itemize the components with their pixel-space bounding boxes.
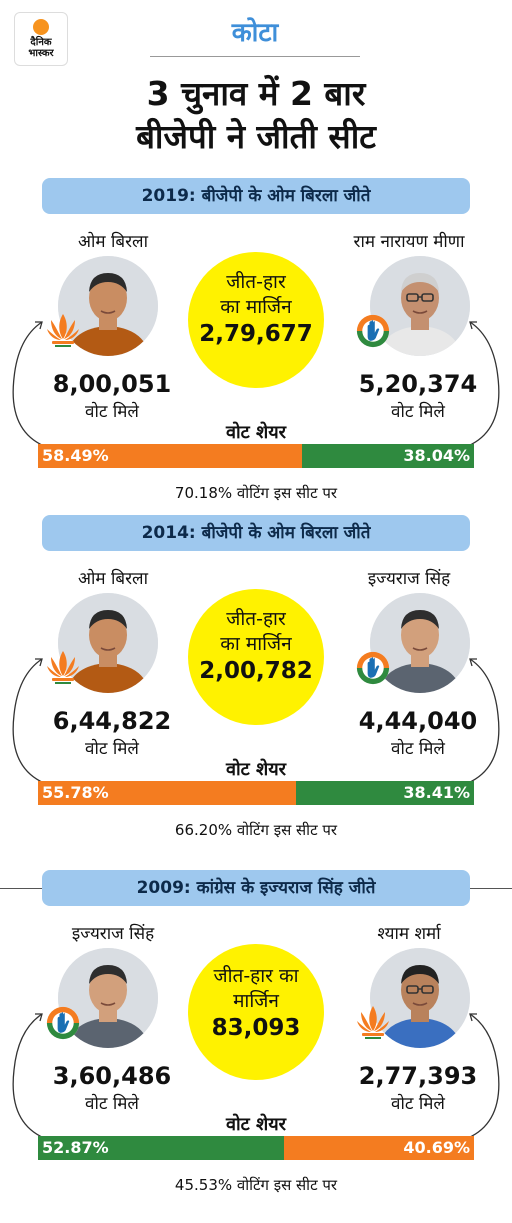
left-arc-arrow-icon [8, 318, 48, 448]
right-share-segment: 38.41% [296, 781, 474, 805]
hand-icon [356, 649, 390, 687]
right-candidate-name: श्याम शर्मा [377, 924, 441, 944]
right-arc-arrow-icon [464, 318, 504, 448]
vote-share-title: वोट शेयर [225, 759, 287, 780]
year-banner: 2014: बीजेपी के ओम बिरला जीते [42, 515, 470, 551]
right-candidate-name: राम नारायण मीणा [353, 232, 465, 252]
margin-label-line2: मार्जिन [233, 990, 279, 1012]
city-underline [150, 56, 360, 57]
margin-value: 83,093 [211, 1015, 301, 1041]
lotus-icon [356, 1004, 390, 1042]
hand-icon [356, 312, 390, 350]
right-votes: 5,20,374 [358, 370, 478, 398]
right-arc-arrow-icon [464, 1010, 504, 1140]
left-votes: 3,60,486 [52, 1062, 172, 1090]
left-arc-arrow-icon [8, 655, 48, 785]
right-votes-label: वोट मिले [391, 402, 445, 422]
lotus-icon [46, 649, 80, 687]
margin-value: 2,00,782 [199, 658, 313, 684]
margin-label-line2: का मार्जिन [220, 633, 292, 655]
left-share-segment: 58.49% [38, 444, 303, 468]
right-candidate-photo [370, 948, 470, 1048]
right-arc-arrow-icon [464, 655, 504, 785]
right-votes: 4,44,040 [358, 707, 478, 735]
city-title-wrap: कोटा [150, 18, 360, 48]
left-share-segment: 55.78% [38, 781, 297, 805]
left-votes: 6,44,822 [52, 707, 172, 735]
margin-label-line1: जीत-हार का [213, 965, 299, 987]
left-arc-arrow-icon [8, 1010, 48, 1140]
margin-circle: जीत-हार का मार्जिन 83,093 [188, 944, 324, 1080]
lotus-icon [46, 312, 80, 350]
turnout-text: 70.18% वोटिंग इस सीट पर [174, 484, 338, 502]
right-share-segment: 40.69% [284, 1136, 474, 1160]
vote-share-title: वोट शेयर [225, 422, 287, 443]
left-share-segment: 52.87% [38, 1136, 285, 1160]
right-candidate-name: इज्यराज सिंह [367, 569, 451, 589]
margin-label-line2: का मार्जिन [220, 296, 292, 318]
headline-line2: बीजेपी ने जीती सीट [136, 117, 376, 156]
margin-circle: जीत-हार का मार्जिन 2,79,677 [188, 252, 324, 388]
left-votes: 8,00,051 [52, 370, 172, 398]
left-candidate-name: ओम बिरला [78, 232, 148, 252]
left-candidate-photo [58, 593, 158, 693]
city-title: कोटा [231, 18, 279, 48]
right-votes: 2,77,393 [358, 1062, 478, 1090]
vote-share-bar: 58.49% 38.04% [38, 444, 474, 468]
logo-text-line1: दैनिक [30, 37, 52, 48]
turnout-text: 45.53% वोटिंग इस सीट पर [174, 1176, 338, 1194]
margin-label-line1: जीत-हार [226, 608, 286, 630]
left-candidate-name: इज्यराज सिंह [71, 924, 155, 944]
margin-label-line1: जीत-हार [226, 271, 286, 293]
sun-icon [33, 19, 49, 35]
turnout-text: 66.20% वोटिंग इस सीट पर [174, 821, 338, 839]
left-candidate-name: ओम बिरला [78, 569, 148, 589]
margin-value: 2,79,677 [199, 321, 313, 347]
logo-text-line2: भास्कर [28, 48, 54, 59]
right-votes-label: वोट मिले [391, 1094, 445, 1114]
year-banner: 2019: बीजेपी के ओम बिरला जीते [42, 178, 470, 214]
headline: 3 चुनाव में 2 बार बीजेपी ने जीती सीट [0, 72, 512, 158]
left-votes-label: वोट मिले [85, 739, 139, 759]
left-votes-label: वोट मिले [85, 1094, 139, 1114]
hand-icon [46, 1004, 80, 1042]
margin-circle: जीत-हार का मार्जिन 2,00,782 [188, 589, 324, 725]
left-candidate-photo [58, 256, 158, 356]
right-share-segment: 38.04% [302, 444, 474, 468]
vote-share-title: वोट शेयर [225, 1114, 287, 1135]
year-banner: 2009: कांग्रेस के इज्यराज सिंह जीते [42, 870, 470, 906]
headline-line1: 3 चुनाव में 2 बार [146, 74, 366, 113]
vote-share-bar: 52.87% 40.69% [38, 1136, 474, 1160]
left-votes-label: वोट मिले [85, 402, 139, 422]
dainik-bhaskar-logo[interactable]: दैनिक भास्कर [14, 12, 68, 66]
right-votes-label: वोट मिले [391, 739, 445, 759]
vote-share-bar: 55.78% 38.41% [38, 781, 474, 805]
